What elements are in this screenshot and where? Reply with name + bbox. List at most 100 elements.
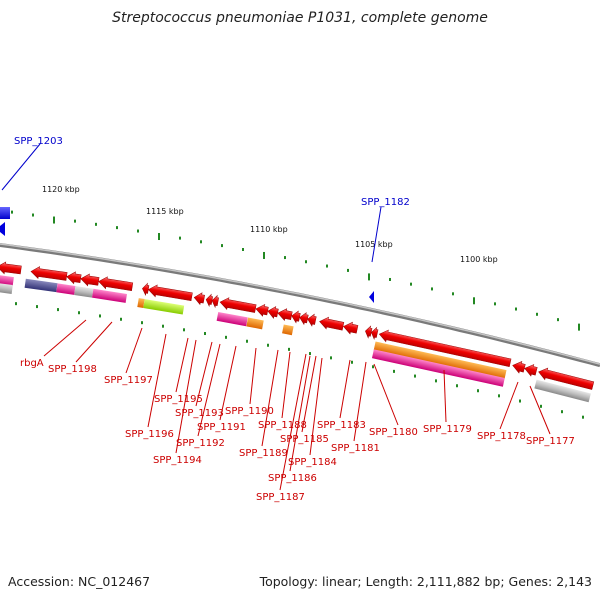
- domain-bar-3: [24, 278, 58, 293]
- gene-label: SPP_1196: [125, 429, 174, 440]
- gene-labels: 1120 kbp 1115 kbp 1110 kbp 1105 kbp 1100 kbp…: [1, 136, 575, 503]
- domain-bar-6: [92, 288, 127, 303]
- gene-label: SPP_1177: [526, 436, 575, 447]
- gene-arrow-12: [255, 303, 269, 317]
- gene-label: SPP_1190: [225, 406, 274, 417]
- gene-arrow-1: [0, 261, 22, 275]
- gene-arrow-10: [211, 294, 219, 309]
- gene-leader: [43, 319, 87, 357]
- map-title: Streptococcus pneumoniae P1031, complete…: [112, 10, 488, 26]
- gene-label: SPP_1188: [258, 420, 307, 431]
- gene-leader: [175, 337, 189, 393]
- highlight-label: SPP_1203: [14, 136, 63, 147]
- scale-label: 1100 kbp: [460, 255, 498, 264]
- genome-backbone: [0, 243, 600, 368]
- gene-leader: [529, 385, 551, 435]
- gene-arrow-5: [98, 276, 134, 291]
- highlight-gene-arrow-2: [369, 291, 374, 303]
- gene-arrow-6: [142, 282, 150, 296]
- gene-label: SPP_1194: [153, 455, 202, 466]
- gene-arrow-19: [343, 321, 359, 335]
- domain-bar-10: [246, 317, 264, 330]
- gene-arrow-4: [80, 273, 100, 287]
- accession-text: Accession: NC_012467: [8, 574, 150, 589]
- scale-label: 1110 kbp: [250, 225, 288, 234]
- gene-label: rbgA: [20, 358, 44, 369]
- gene-label: SPP_1186: [268, 473, 317, 484]
- gene-leader: [499, 381, 519, 430]
- gene-label: SPP_1187: [256, 492, 305, 503]
- gene-leader: [261, 349, 279, 447]
- scale-label: 1105 kbp: [355, 240, 393, 249]
- gene-arrow-8: [193, 292, 205, 306]
- domain-bar-11: [282, 324, 294, 336]
- highlight-leader: [1, 143, 41, 191]
- gene-arrow-14: [277, 308, 293, 322]
- gene-arrow-9: [205, 293, 213, 308]
- gene-label: SPP_1197: [104, 375, 153, 386]
- domain-bar-7: [137, 298, 145, 308]
- gene-arrow-24: [524, 364, 538, 377]
- domain-bar-4: [56, 283, 76, 295]
- gene-arrow-18: [319, 316, 345, 331]
- gene-label: SPP_1184: [288, 457, 337, 468]
- gene-leader: [289, 355, 311, 472]
- gene-leader: [373, 363, 399, 426]
- gene-leader: [147, 333, 167, 428]
- scale-label: 1120 kbp: [42, 185, 80, 194]
- gene-label: SPP_1191: [197, 422, 246, 433]
- gene-leader: [249, 347, 257, 405]
- gene-label: SPP_1183: [317, 420, 366, 431]
- gene-leader: [443, 369, 447, 423]
- gene-arrow-3: [66, 271, 82, 285]
- highlight-label: SPP_1182: [361, 197, 410, 208]
- domain-bar-12: [373, 341, 507, 379]
- scale-label: 1115 kbp: [146, 207, 184, 216]
- gene-arrow-11: [219, 297, 257, 313]
- domain-bar-13: [371, 349, 505, 387]
- gene-arrow-7: [147, 284, 193, 302]
- gene-label: SPP_1192: [176, 438, 225, 449]
- gene-label: SPP_1185: [280, 434, 329, 445]
- domain-bar-5: [74, 286, 94, 298]
- domain-bar-1: [0, 274, 14, 287]
- highlight-gene-arrow: [0, 222, 5, 236]
- summary-text: Topology: linear; Length: 2,111,882 bp; …: [259, 574, 592, 589]
- gene-leader: [353, 361, 367, 442]
- gene-label: SPP_1189: [239, 448, 288, 459]
- gene-features: [0, 207, 600, 419]
- gene-arrow-22: [378, 329, 512, 368]
- gene-arrow-25: [538, 367, 595, 390]
- gene-arrow-17: [307, 313, 317, 327]
- gene-arrow-23: [512, 361, 526, 374]
- gene-leader: [195, 341, 213, 407]
- gene-arrow-20: [365, 325, 373, 339]
- gene-leader: [281, 351, 291, 419]
- gene-label: SPP_1178: [477, 431, 526, 442]
- highlight-gene-block: [0, 207, 10, 219]
- gene-leader: [339, 359, 351, 419]
- gene-leader: [309, 357, 323, 456]
- domain-bar-2: [0, 282, 13, 294]
- gene-arrow-2: [30, 266, 68, 281]
- gene-label: SPP_1193: [175, 408, 224, 419]
- gene-leader: [75, 321, 113, 363]
- genome-backbone-highlight: [0, 243, 600, 365]
- gene-leader: [219, 345, 237, 421]
- gene-label: SPP_1180: [369, 427, 418, 438]
- gene-leader: [279, 353, 307, 491]
- gene-leader: [301, 355, 317, 433]
- gene-leader: [125, 327, 143, 374]
- domain-bar-8: [143, 299, 185, 315]
- gene-label: SPP_1179: [423, 424, 472, 435]
- gene-label: SPP_1195: [154, 394, 203, 405]
- gene-leader: [175, 339, 197, 454]
- gene-arrow-21: [371, 326, 379, 340]
- highlight-leader: [371, 206, 382, 263]
- gene-leader: [197, 343, 221, 437]
- gene-label: SPP_1181: [331, 443, 380, 454]
- gene-label: SPP_1198: [48, 364, 97, 375]
- domain-bar-14: [534, 379, 591, 403]
- domain-bar-9: [216, 311, 248, 327]
